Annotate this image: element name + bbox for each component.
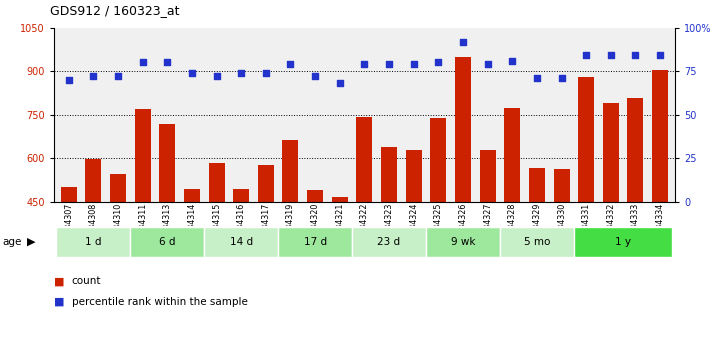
Point: [482, 61, 493, 67]
Text: ■: ■: [54, 297, 65, 307]
Point: [112, 73, 123, 79]
Bar: [258, 165, 274, 202]
Point: [358, 61, 370, 67]
Bar: [278, 227, 352, 257]
Text: GSM34314: GSM34314: [187, 203, 196, 246]
Text: GSM34324: GSM34324: [409, 203, 418, 246]
Text: GSM34315: GSM34315: [212, 203, 221, 246]
Bar: [426, 227, 500, 257]
Bar: [282, 140, 299, 202]
Text: GSM34330: GSM34330: [557, 203, 566, 246]
Text: GSM34320: GSM34320: [311, 203, 320, 246]
Bar: [381, 147, 397, 202]
Point: [236, 70, 247, 76]
Point: [408, 61, 419, 67]
Text: ■: ■: [54, 276, 65, 286]
Point: [137, 60, 149, 65]
Text: GSM34329: GSM34329: [533, 203, 541, 246]
Point: [556, 75, 567, 81]
Text: GSM34332: GSM34332: [606, 203, 615, 246]
Point: [309, 73, 321, 79]
Text: GSM34323: GSM34323: [385, 203, 393, 246]
Bar: [184, 189, 200, 202]
Text: GDS912 / 160323_at: GDS912 / 160323_at: [50, 4, 180, 17]
Bar: [554, 169, 569, 202]
Point: [162, 60, 173, 65]
Bar: [578, 77, 595, 202]
Text: GSM34322: GSM34322: [360, 203, 369, 246]
Point: [654, 53, 666, 58]
Text: 6 d: 6 d: [159, 237, 175, 247]
Point: [260, 70, 271, 76]
Point: [211, 73, 223, 79]
Bar: [603, 103, 619, 202]
Text: 1 y: 1 y: [615, 237, 631, 247]
Text: GSM34313: GSM34313: [163, 203, 172, 246]
Point: [605, 53, 617, 58]
Bar: [332, 197, 348, 202]
Text: age: age: [2, 237, 22, 247]
Text: GSM34325: GSM34325: [434, 203, 443, 246]
Text: 1 d: 1 d: [85, 237, 101, 247]
Text: GSM34328: GSM34328: [508, 203, 517, 246]
Bar: [134, 109, 151, 202]
Point: [285, 61, 297, 67]
Bar: [480, 150, 495, 202]
Text: 14 d: 14 d: [230, 237, 253, 247]
Text: GSM34316: GSM34316: [237, 203, 246, 246]
Text: GSM34334: GSM34334: [656, 203, 665, 246]
Point: [580, 53, 592, 58]
Text: GSM34308: GSM34308: [89, 203, 98, 246]
Point: [88, 73, 99, 79]
Bar: [406, 150, 421, 202]
Bar: [85, 159, 101, 202]
Bar: [500, 227, 574, 257]
Text: GSM34311: GSM34311: [138, 203, 147, 246]
Text: 9 wk: 9 wk: [451, 237, 475, 247]
Bar: [204, 227, 278, 257]
Point: [334, 81, 345, 86]
Text: percentile rank within the sample: percentile rank within the sample: [72, 297, 248, 307]
Text: GSM34317: GSM34317: [261, 203, 270, 246]
Bar: [574, 227, 673, 257]
Point: [531, 75, 543, 81]
Bar: [356, 117, 373, 202]
Bar: [130, 227, 204, 257]
Text: GSM34327: GSM34327: [483, 203, 492, 246]
Point: [383, 61, 395, 67]
Point: [63, 77, 75, 83]
Bar: [352, 227, 426, 257]
Text: 5 mo: 5 mo: [523, 237, 550, 247]
Bar: [652, 70, 668, 202]
Text: 23 d: 23 d: [378, 237, 401, 247]
Point: [186, 70, 197, 76]
Point: [457, 39, 469, 44]
Bar: [455, 57, 471, 202]
Point: [506, 58, 518, 63]
Point: [432, 60, 444, 65]
Text: GSM34321: GSM34321: [335, 203, 344, 246]
Text: GSM34319: GSM34319: [286, 203, 295, 246]
Text: GSM34310: GSM34310: [113, 203, 123, 246]
Bar: [60, 187, 77, 202]
Bar: [430, 118, 447, 202]
Text: GSM34333: GSM34333: [631, 203, 640, 246]
Text: ▶: ▶: [27, 237, 35, 247]
Bar: [307, 190, 323, 202]
Bar: [504, 108, 521, 202]
Bar: [628, 98, 643, 202]
Text: 17 d: 17 d: [304, 237, 327, 247]
Point: [630, 53, 641, 58]
Bar: [529, 168, 545, 202]
Bar: [159, 124, 175, 202]
Text: GSM34307: GSM34307: [64, 203, 73, 246]
Bar: [56, 227, 130, 257]
Bar: [233, 189, 249, 202]
Text: count: count: [72, 276, 101, 286]
Text: GSM34331: GSM34331: [582, 203, 591, 246]
Bar: [208, 164, 225, 202]
Text: GSM34326: GSM34326: [459, 203, 467, 246]
Bar: [110, 174, 126, 202]
